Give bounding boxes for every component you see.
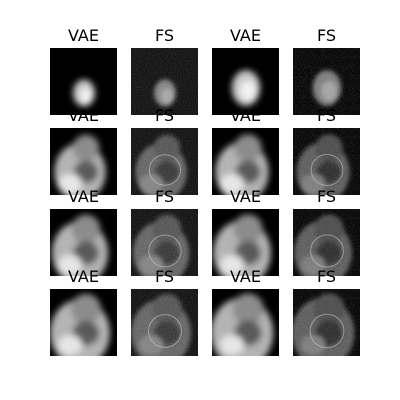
image-panel: FS xyxy=(131,267,198,356)
image-panel: FS xyxy=(293,106,360,195)
panel-title: FS xyxy=(317,267,336,286)
panel-title: VAE xyxy=(230,187,261,206)
panel-title: VAE xyxy=(68,267,99,286)
image-panel: VAE xyxy=(212,187,279,276)
panel-title: FS xyxy=(155,187,174,206)
panel-title: VAE xyxy=(230,106,261,125)
image-panel: FS xyxy=(293,267,360,356)
panel-title: FS xyxy=(155,267,174,286)
panel-title: VAE xyxy=(68,26,99,45)
image-panel: VAE xyxy=(212,26,279,115)
image-panel: FS xyxy=(293,187,360,276)
image-panel: FS xyxy=(131,187,198,276)
image-panel: FS xyxy=(131,106,198,195)
panel-title: VAE xyxy=(68,106,99,125)
image-panel: FS xyxy=(131,26,198,115)
panel-title: VAE xyxy=(230,267,261,286)
panel-title: FS xyxy=(155,106,174,125)
panel-title: FS xyxy=(317,26,336,45)
image-panel: VAE xyxy=(50,187,117,276)
panel-title: FS xyxy=(317,106,336,125)
panels-layer: VAE FS VAE FS VAE FS VAE FS VAE FS VAE FS VAE FS VAE FS xyxy=(50,26,360,356)
panel-title: FS xyxy=(155,26,174,45)
image-panel: VAE xyxy=(50,106,117,195)
image-panel: VAE xyxy=(212,267,279,356)
image-panel: FS xyxy=(293,26,360,115)
image-panel: VAE xyxy=(212,106,279,195)
panel-title: VAE xyxy=(230,26,261,45)
image-panel: VAE xyxy=(50,267,117,356)
panel-title: VAE xyxy=(68,187,99,206)
image-panel: VAE xyxy=(50,26,117,115)
panel-title: FS xyxy=(317,187,336,206)
